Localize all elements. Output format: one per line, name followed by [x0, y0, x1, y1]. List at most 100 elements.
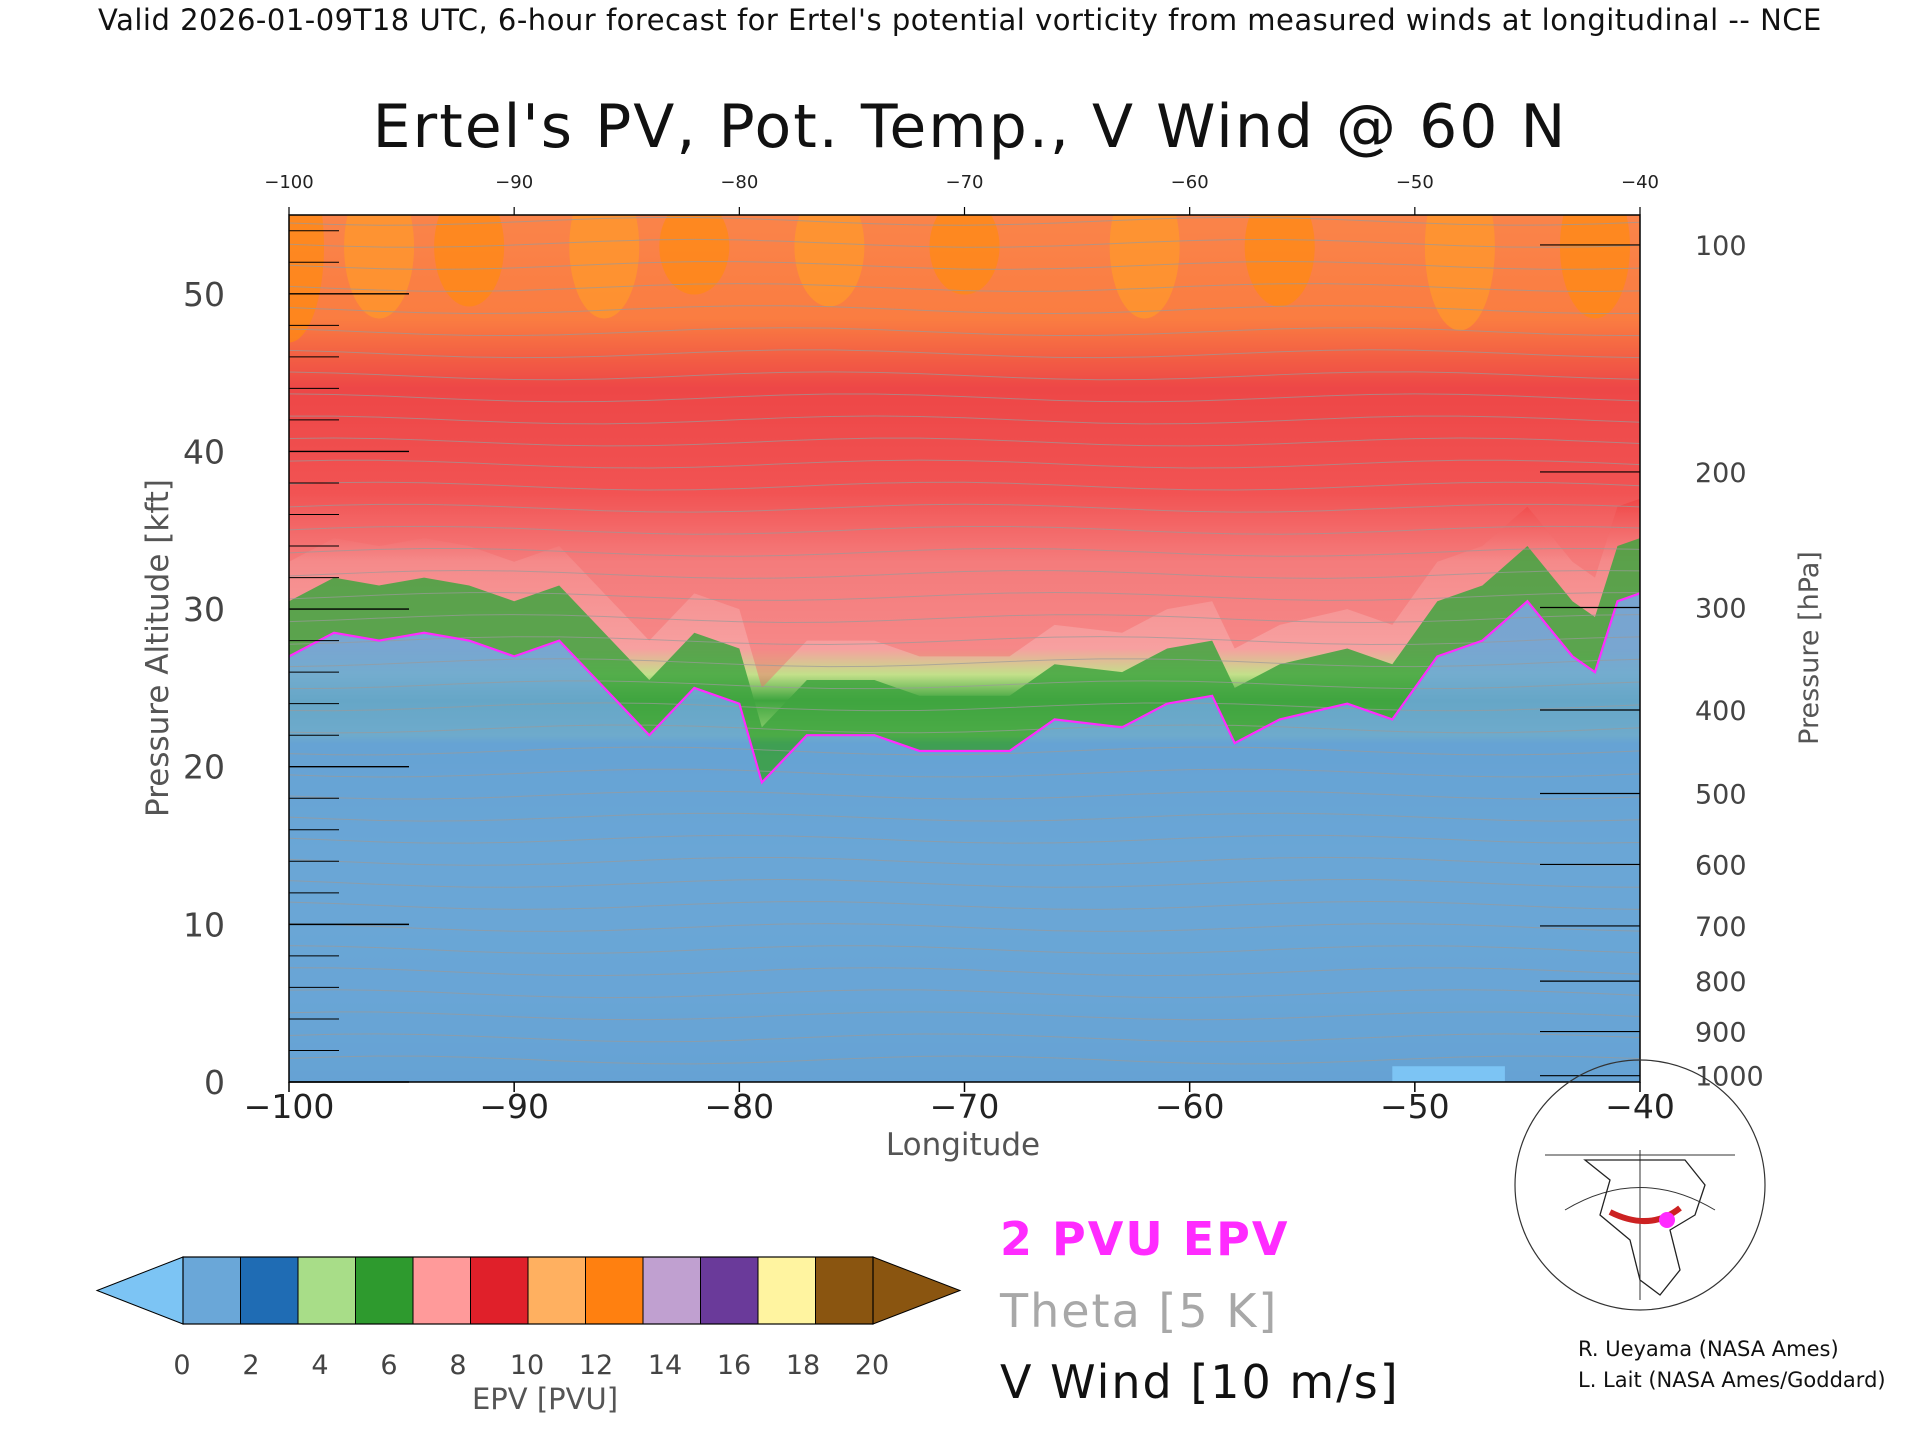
y-tick-label: 40: [183, 432, 225, 471]
colorbar-segment: [298, 1257, 356, 1324]
high-pv-blob: [1109, 215, 1180, 319]
theta-isoline: [289, 525, 1640, 535]
theta-isoline: [289, 702, 1640, 712]
theta-isoline: [289, 923, 1640, 932]
colorbar-tick-label: 12: [579, 1350, 613, 1381]
theta-isoline: [289, 967, 1640, 977]
theta-isoline: [289, 547, 1640, 557]
theta-isoline: [289, 415, 1640, 425]
high-pv-blob: [569, 215, 640, 319]
theta-isoline: [289, 989, 1640, 999]
y-tick-label: 20: [183, 748, 225, 787]
theta-isoline: [289, 481, 1640, 491]
map-marker: [1659, 1212, 1675, 1228]
theta-isoline: [289, 349, 1640, 359]
colorbar-tick-label: 18: [786, 1350, 820, 1381]
top-tick-label: −60: [1171, 172, 1209, 193]
theta-isoline: [289, 1055, 1640, 1065]
x-tick-label: −40: [1605, 1087, 1675, 1126]
pressure-tick-label: 100: [1695, 231, 1747, 262]
pressure-tick-label: 600: [1695, 850, 1747, 881]
high-pv-blob: [1559, 215, 1630, 319]
colorbar-tick-label: 10: [510, 1350, 544, 1381]
top-tick-label: −90: [495, 172, 533, 193]
theta-isoline: [289, 327, 1640, 337]
colorbar-tick-label: 8: [449, 1350, 466, 1381]
colorbar-tick-label: 16: [717, 1350, 751, 1381]
top-tick-label: −70: [946, 172, 984, 193]
colorbar-segment: [815, 1257, 874, 1324]
colorbar-label: EPV [PVU]: [471, 1382, 619, 1416]
top-tick-label: −40: [1621, 172, 1659, 193]
theta-isoline: [289, 305, 1640, 315]
colorbar-segment: [643, 1257, 701, 1324]
theta-isoline: [289, 834, 1640, 844]
y-tick-label: 0: [204, 1063, 225, 1102]
theta-isoline: [289, 592, 1640, 601]
colorbar-tick-label: 2: [242, 1350, 259, 1381]
legend-theta: Theta [5 K]: [1000, 1284, 1279, 1338]
pressure-tick-label: 700: [1695, 912, 1747, 943]
theta-isoline: [289, 569, 1640, 579]
theta-isoline: [289, 724, 1640, 734]
theta-isoline: [289, 746, 1640, 756]
location-map: [1514, 1059, 1766, 1311]
tropopause-green-band: [289, 538, 1640, 783]
map-cross-section: [1608, 1205, 1682, 1225]
colorbar-segment: [240, 1257, 299, 1324]
colorbar-tick-label: 4: [311, 1350, 328, 1381]
colorbar-segment: [355, 1257, 414, 1324]
colorbar-segment: [183, 1257, 241, 1324]
theta-isoline: [289, 1033, 1640, 1043]
top-tick-label: −100: [264, 172, 313, 193]
theta-isoline: [289, 371, 1640, 381]
y-tick-label: 50: [183, 275, 225, 314]
colorbar-over-arrow: [872, 1256, 962, 1325]
high-pv-blob: [289, 215, 324, 343]
high-pv-blob: [659, 215, 730, 295]
troposphere-region: [289, 593, 1640, 1082]
top-tick-label: −80: [720, 172, 758, 193]
theta-isoline: [289, 790, 1640, 800]
colorbar-segment: [758, 1257, 816, 1324]
theta-isoline: [289, 768, 1640, 778]
map-outline: [1514, 1059, 1766, 1311]
x-tick-label: −50: [1380, 1087, 1450, 1126]
high-pv-blob: [929, 215, 1000, 295]
colorbar-frame: [182, 1256, 874, 1325]
pressure-tick-label: 300: [1695, 594, 1747, 625]
colorbar-segment: [528, 1257, 586, 1324]
credit-line-1: R. Ueyama (NASA Ames): [1578, 1337, 1839, 1361]
theta-isoline: [289, 658, 1640, 668]
y-tick-label: 10: [183, 905, 225, 944]
colorbar-tick-label: 20: [855, 1350, 889, 1381]
x-tick-label: −100: [244, 1087, 335, 1126]
theta-isoline: [289, 437, 1640, 447]
theta-isoline: [289, 856, 1640, 866]
x-tick-label: −80: [705, 1087, 775, 1126]
theta-isoline: [289, 393, 1640, 403]
colorbar-segment: [585, 1257, 644, 1324]
x-tick-label: −60: [1155, 1087, 1225, 1126]
theta-isoline: [289, 1011, 1640, 1021]
pressure-tick-label: 1000: [1695, 1062, 1764, 1093]
page-header: Valid 2026-01-09T18 UTC, 6-hour forecast…: [98, 3, 1822, 37]
theta-isoline: [289, 261, 1640, 270]
top-tick-label: −50: [1396, 172, 1434, 193]
x-tick-label: −70: [930, 1087, 1000, 1126]
high-pv-blob: [1244, 215, 1315, 307]
epv-2pvu-contour: [289, 592, 1640, 785]
theta-isoline: [289, 503, 1640, 513]
credit-line-2: L. Lait (NASA Ames/Goddard): [1578, 1368, 1886, 1392]
theta-isoline: [289, 636, 1640, 646]
low-pv-surface: [1392, 1066, 1505, 1082]
colorbar-tick-label: 14: [648, 1350, 682, 1381]
theta-isoline: [289, 878, 1640, 888]
x-axis-label: Longitude: [886, 1127, 1040, 1163]
pressure-tick-label: 500: [1695, 780, 1747, 811]
colorbar-segment: [470, 1257, 529, 1324]
x-tick-label: −90: [479, 1087, 549, 1126]
y-axis-label-right: Pressure [hPa]: [1794, 551, 1825, 745]
theta-isoline: [289, 216, 1640, 226]
